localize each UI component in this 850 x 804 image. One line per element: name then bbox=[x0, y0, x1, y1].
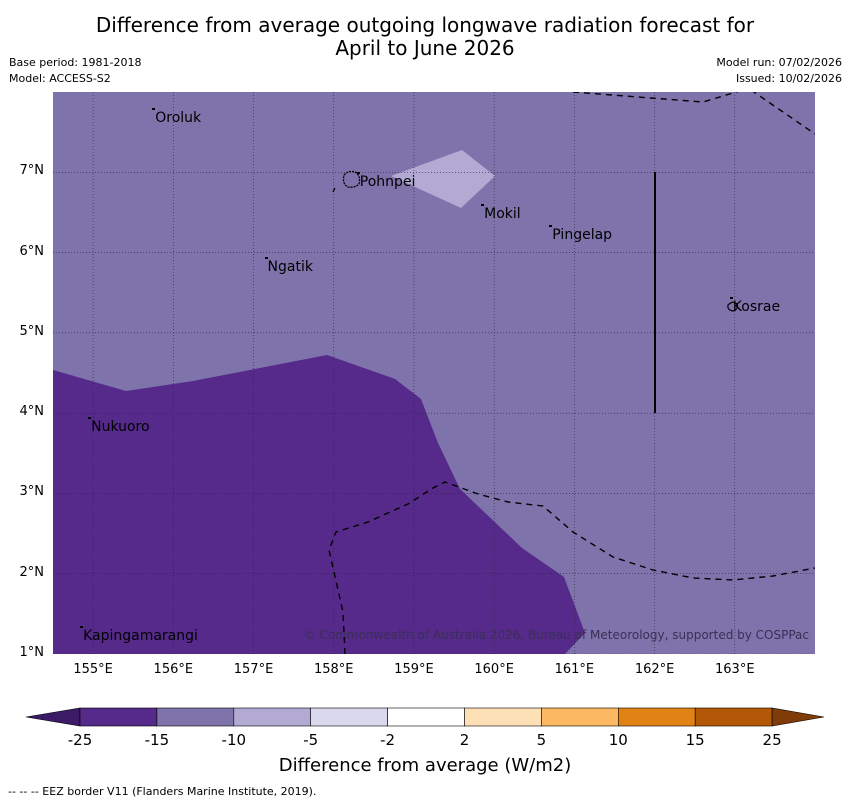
base-period: Base period: 1981-2018 bbox=[9, 56, 142, 69]
colorbar-extend-low bbox=[25, 707, 81, 727]
map-area: Oroluk Pohnpei Mokil Pingelap Ngatik Kosrae Nu… bbox=[53, 92, 815, 654]
meta-right: Model run: 07/02/2026 Issued: 10/02/2026 bbox=[716, 55, 842, 87]
island-marker bbox=[356, 172, 360, 175]
map-title: Difference from average outgoing longwav… bbox=[0, 14, 850, 60]
anomaly-region-weak-negative bbox=[391, 150, 495, 208]
model-name: Model: ACCESS-S2 bbox=[9, 72, 111, 85]
latitude-tick-label: 4°N bbox=[19, 404, 45, 420]
latitude-tick-label: 7°N bbox=[19, 163, 45, 179]
colorbar-tick-label: 10 bbox=[608, 731, 628, 749]
map-canvas bbox=[53, 92, 815, 654]
kosrae-island-outline bbox=[727, 301, 739, 312]
latitude-tick-label: 2°N bbox=[19, 564, 45, 580]
longitude-tick-label: 159°E bbox=[394, 662, 434, 677]
colorbar-tick-label: 5 bbox=[536, 731, 547, 749]
island-marker bbox=[80, 625, 84, 628]
longitude-tick-label: 160°E bbox=[474, 662, 514, 677]
colorbar-segment bbox=[617, 707, 696, 727]
colorbar-segment bbox=[156, 707, 235, 727]
island-marker bbox=[481, 204, 485, 207]
place-label-oroluk: Oroluk bbox=[155, 110, 202, 127]
latitude-tick-label: 6°N bbox=[19, 243, 45, 259]
place-label-nukuoro: Nukuoro bbox=[91, 419, 150, 436]
place-label-kapingamarangi: Kapingamarangi bbox=[83, 627, 198, 644]
eez-border-south bbox=[328, 481, 815, 654]
eez-legend-footnote: -- -- -- EEZ border V11 (Flanders Marine… bbox=[8, 785, 317, 798]
island-marker bbox=[729, 296, 733, 299]
colorbar-segment bbox=[387, 707, 465, 727]
colorbar-segment bbox=[310, 707, 388, 727]
pohnpei-island-outline bbox=[342, 170, 361, 188]
place-label-ngatik: Ngatik bbox=[267, 258, 313, 275]
title-line-1: Difference from average outgoing longwav… bbox=[95, 13, 755, 37]
graticule bbox=[53, 92, 815, 654]
latitude-tick-label: 1°N bbox=[19, 645, 45, 660]
colorbar-tick-label: -25 bbox=[67, 731, 93, 749]
longitude-tick-label: 156°E bbox=[153, 662, 194, 677]
colorbar-segment bbox=[233, 707, 312, 727]
anomaly-region-strong-negative bbox=[53, 355, 585, 654]
colorbar-title: Difference from average (W/m2) bbox=[278, 755, 572, 776]
island-marker bbox=[152, 108, 156, 111]
place-label-pohnpei: Pohnpei bbox=[359, 174, 416, 191]
colorbar-tick-label: -10 bbox=[221, 731, 247, 749]
latitude-tick-label: 3°N bbox=[19, 484, 45, 500]
colorbar-tick-label: -15 bbox=[144, 731, 170, 749]
eez-border-northeast bbox=[752, 92, 815, 135]
longitude-tick-label: 158°E bbox=[313, 662, 354, 677]
colorbar-tick-label: 15 bbox=[685, 731, 705, 749]
latitude-tick-label: 5°N bbox=[19, 323, 45, 339]
colorbar-segment bbox=[541, 707, 619, 727]
colorbar-tick-label: -5 bbox=[303, 731, 319, 749]
colorbar-tick-label: 25 bbox=[762, 731, 782, 749]
colorbar-segment bbox=[79, 707, 158, 727]
title-line-2: April to June 2026 bbox=[335, 36, 515, 60]
longitude-tick-label: 161°E bbox=[554, 662, 595, 677]
longitude-tick-label: 163°E bbox=[715, 662, 755, 677]
colorbar-tick-label: -2 bbox=[380, 731, 396, 749]
colorbar-segment bbox=[464, 707, 542, 727]
longitude-tick-label: 155°E bbox=[73, 662, 113, 677]
pohnpei-reef-mark bbox=[332, 187, 336, 193]
place-label-kosrae: Kosrae bbox=[732, 298, 781, 315]
model-run-date: Model run: 07/02/2026 bbox=[716, 56, 842, 69]
colorbar-extend-high bbox=[771, 707, 825, 727]
colorbar bbox=[25, 707, 825, 727]
colorbar-tick-label: 2 bbox=[459, 731, 470, 749]
island-marker bbox=[88, 417, 92, 420]
place-label-pingelap: Pingelap bbox=[552, 226, 613, 243]
island-marker bbox=[549, 224, 553, 227]
copyright-notice: © Commonwealth of Australia 2026, Bureau… bbox=[303, 628, 809, 642]
longitude-tick-label: 162°E bbox=[634, 662, 675, 677]
eez-border-north bbox=[572, 92, 739, 103]
colorbar-segment bbox=[694, 707, 773, 727]
island-marker bbox=[264, 256, 268, 259]
issued-date: Issued: 10/02/2026 bbox=[735, 72, 842, 85]
meta-left: Base period: 1981-2018 Model: ACCESS-S2 bbox=[9, 55, 141, 87]
longitude-tick-label: 157°E bbox=[233, 662, 274, 677]
place-label-mokil: Mokil bbox=[484, 206, 521, 223]
